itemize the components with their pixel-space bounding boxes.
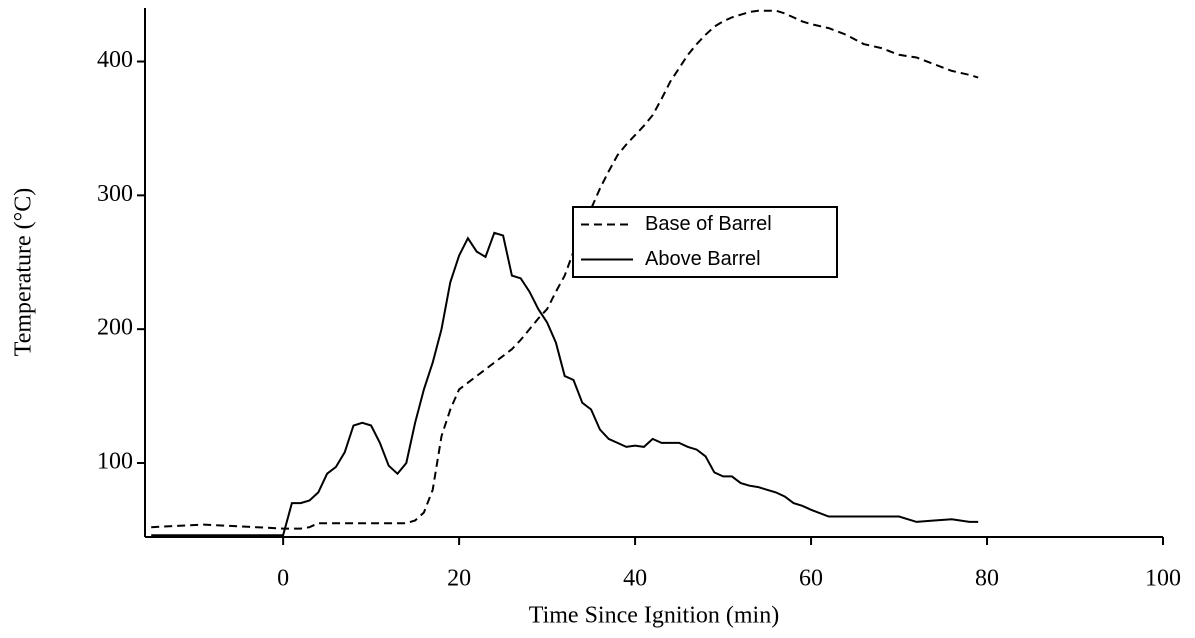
x-tick-label: 100 xyxy=(1145,566,1181,592)
legend-label: Above Barrel xyxy=(645,248,761,270)
x-axis-title: Time Since Ignition (min) xyxy=(529,603,779,629)
x-tick-label: 20 xyxy=(447,566,471,592)
y-tick-label: 400 xyxy=(97,47,133,73)
x-tick-label: 80 xyxy=(975,566,999,592)
x-tick-label: 0 xyxy=(277,566,289,592)
y-tick-label: 200 xyxy=(97,315,133,341)
y-tick-label: 100 xyxy=(97,448,133,474)
x-tick-label: 60 xyxy=(799,566,823,592)
y-tick-label: 300 xyxy=(97,181,133,207)
x-tick-label: 40 xyxy=(623,566,647,592)
y-axis-title: Temperature (°C) xyxy=(11,188,37,357)
legend-label: Base of Barrel xyxy=(645,213,772,235)
legend-box xyxy=(572,206,838,278)
line-series xyxy=(151,231,979,537)
line-series xyxy=(151,9,979,530)
